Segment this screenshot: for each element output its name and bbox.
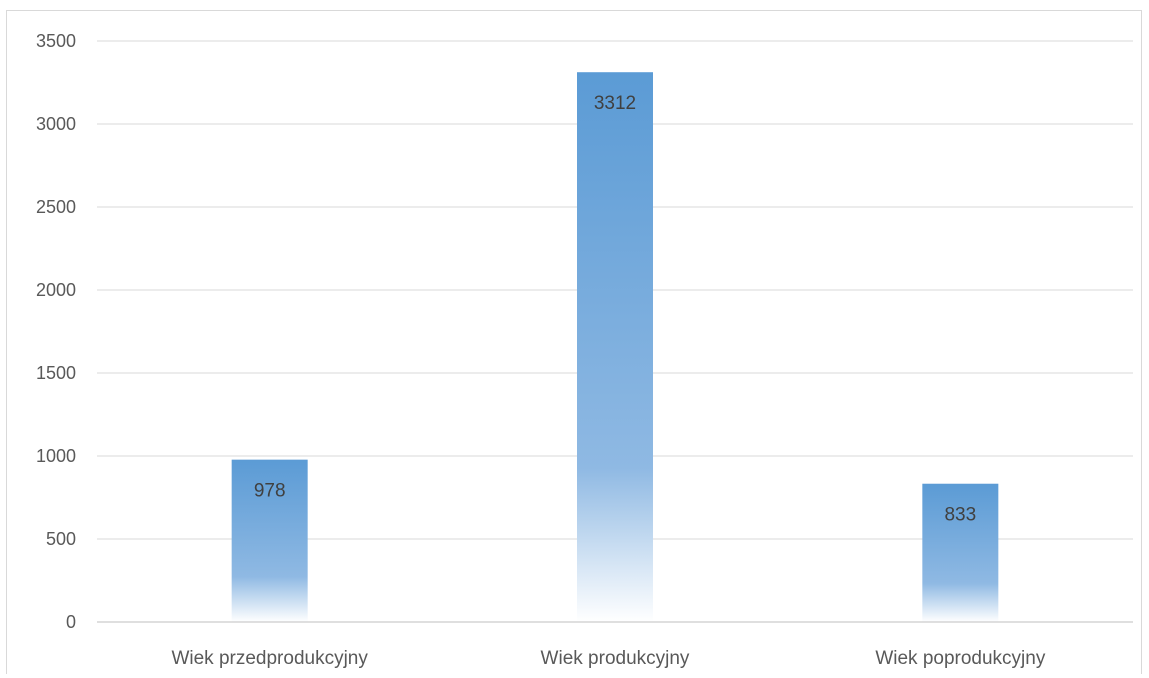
y-tick-label: 500	[46, 529, 76, 549]
data-label: 833	[944, 505, 976, 526]
bar-wiek-przedprodukcyjny	[231, 459, 308, 622]
x-axis-categories: Wiek przedprodukcyjny Wiek produkcyjny W…	[171, 648, 1045, 669]
y-tick-label: 1000	[36, 446, 76, 466]
x-category-label: Wiek przedprodukcyjny	[171, 648, 368, 669]
data-labels: 978 3312 833	[254, 93, 976, 526]
bars	[231, 72, 999, 622]
y-tick-label: 1500	[36, 363, 76, 383]
x-category-label: Wiek produkcyjny	[541, 648, 690, 669]
y-tick-label: 2500	[36, 197, 76, 217]
y-tick-label: 2000	[36, 280, 76, 300]
bar-wiek-produkcyjny	[577, 72, 653, 622]
chart-frame	[6, 10, 1142, 674]
y-tick-label: 3000	[36, 114, 76, 134]
y-tick-label: 3500	[36, 31, 76, 51]
data-label: 978	[254, 481, 286, 502]
data-label: 3312	[594, 93, 636, 114]
x-category-label: Wiek poprodukcyjny	[875, 648, 1046, 669]
bar-wiek-poprodukcyjny	[922, 483, 999, 622]
y-axis-ticks: 0 500 1000 1500 2000 2500 3000 3500	[36, 31, 76, 632]
y-tick-label: 0	[66, 612, 76, 632]
